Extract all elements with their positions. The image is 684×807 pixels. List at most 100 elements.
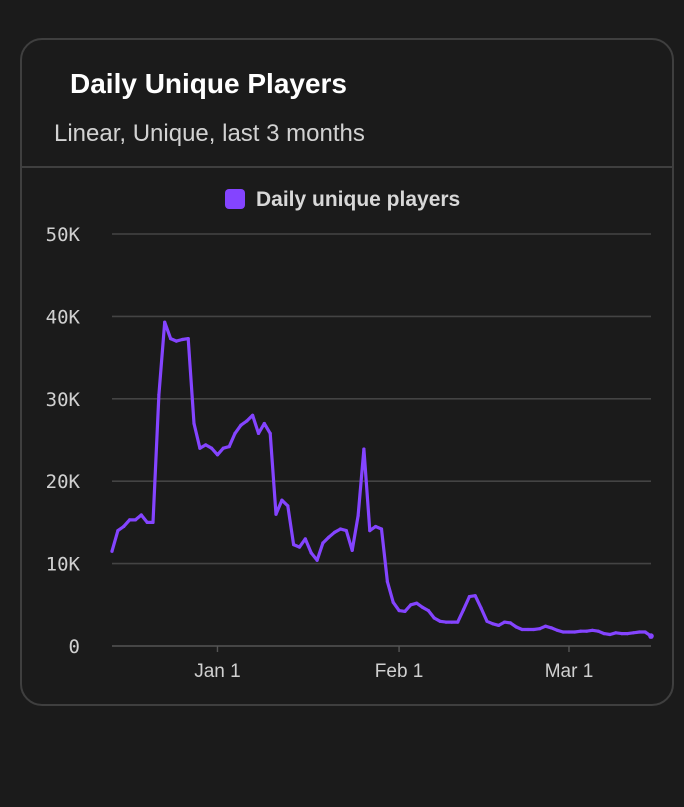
data-point[interactable] [549,626,554,630]
data-point[interactable] [227,445,231,449]
data-point[interactable] [409,603,413,607]
data-point[interactable] [585,629,589,633]
data-point[interactable] [192,421,196,426]
last-data-point[interactable] [648,633,654,639]
data-point[interactable] [532,627,536,632]
data-point[interactable] [626,632,630,636]
legend-swatch [225,189,245,209]
series-line-daily-unique-players[interactable] [110,320,653,638]
data-point[interactable] [567,630,571,634]
data-point[interactable] [210,446,214,450]
data-point[interactable] [614,631,618,635]
chart-legend[interactable]: Daily unique players [225,188,460,211]
data-point[interactable] [573,630,577,634]
data-point[interactable] [479,606,483,610]
data-point[interactable] [139,513,143,517]
data-point[interactable] [245,419,249,423]
data-point[interactable] [608,632,612,637]
data-point[interactable] [485,619,489,623]
data-point[interactable] [444,620,448,624]
data-point[interactable] [186,337,190,341]
data-point[interactable] [303,537,307,541]
data-point[interactable] [637,630,641,634]
data-point[interactable] [379,527,384,531]
data-point[interactable] [497,623,501,628]
data-point[interactable] [145,520,149,525]
data-point[interactable] [450,620,454,624]
data-point[interactable] [543,624,548,628]
data-point[interactable] [526,627,530,632]
data-point[interactable] [163,320,167,324]
data-point[interactable] [274,512,278,516]
data-point[interactable] [579,629,583,633]
data-point[interactable] [221,446,225,450]
data-point[interactable] [403,609,407,614]
data-point[interactable] [391,600,395,604]
data-point[interactable] [128,518,132,522]
data-point[interactable] [262,421,266,426]
data-point[interactable] [174,339,178,343]
data-point[interactable] [555,628,559,632]
data-point[interactable] [280,498,284,502]
data-point[interactable] [473,594,477,598]
data-point[interactable] [251,413,255,417]
data-point[interactable] [643,630,647,634]
data-point[interactable] [110,549,114,553]
data-point[interactable] [491,622,495,626]
data-point[interactable] [385,580,389,584]
data-point[interactable] [297,545,302,549]
data-point[interactable] [239,423,243,427]
data-point[interactable] [461,608,466,612]
data-point[interactable] [333,530,337,534]
data-point[interactable] [268,431,272,435]
data-point[interactable] [467,595,471,599]
y-tick-label: 30K [46,389,81,411]
data-point[interactable] [286,504,290,508]
data-point[interactable] [122,524,126,529]
data-point[interactable] [620,632,624,636]
data-point[interactable] [502,620,507,624]
data-point[interactable] [169,337,173,341]
data-point[interactable] [426,609,430,613]
data-point[interactable] [508,621,512,625]
data-point[interactable] [338,527,343,531]
data-point[interactable] [215,453,220,457]
data-point[interactable] [321,541,325,545]
data-point[interactable] [590,628,595,632]
data-point[interactable] [561,630,565,634]
data-point[interactable] [538,627,542,631]
data-point[interactable] [350,548,354,553]
data-point[interactable] [198,446,202,450]
data-point[interactable] [180,337,184,342]
data-point[interactable] [157,393,161,397]
data-point[interactable] [315,558,319,562]
data-point[interactable] [514,625,518,629]
data-point[interactable] [456,620,460,624]
data-point[interactable] [233,431,237,435]
data-point[interactable] [327,535,331,539]
data-point[interactable] [309,551,313,555]
data-point[interactable] [397,609,401,613]
data-point[interactable] [116,529,120,533]
data-point[interactable] [520,627,524,632]
data-point[interactable] [432,616,436,620]
x-tick-label: Jan 1 [194,661,240,682]
data-point[interactable] [415,601,419,605]
data-point[interactable] [368,529,372,533]
data-point[interactable] [256,431,261,435]
data-point[interactable] [420,605,425,609]
data-point[interactable] [356,514,360,518]
data-point[interactable] [204,443,208,447]
data-point[interactable] [151,520,155,525]
data-point[interactable] [374,524,378,529]
data-point[interactable] [596,629,600,633]
data-point[interactable] [438,619,442,623]
data-point[interactable] [344,529,348,533]
series-group [110,320,654,639]
data-point[interactable] [631,631,636,635]
data-point[interactable] [362,447,366,451]
data-point[interactable] [292,543,296,547]
data-point[interactable] [602,632,606,636]
data-point[interactable] [133,518,137,522]
y-tick-label: 50K [46,224,81,246]
